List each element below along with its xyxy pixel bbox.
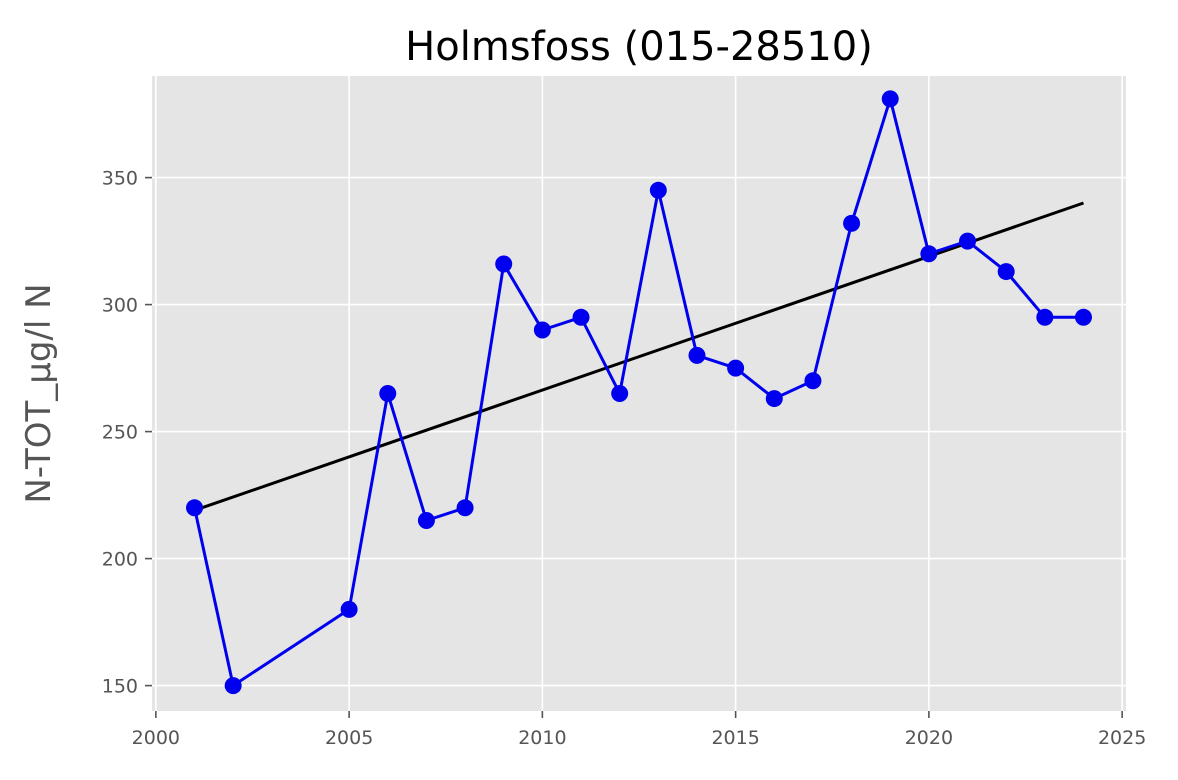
data-point <box>997 263 1015 281</box>
data-series-group <box>186 90 1092 695</box>
y-tick-label: 350 <box>102 168 138 190</box>
data-point <box>843 214 861 232</box>
y-axis-title: N-TOT_µg/l N <box>19 283 59 503</box>
x-tick-label: 2015 <box>711 727 759 749</box>
y-tick-label: 300 <box>102 295 138 317</box>
x-tick-label: 2000 <box>132 727 180 749</box>
data-point <box>765 390 783 408</box>
data-point <box>881 90 899 108</box>
y-tick-label: 200 <box>102 549 138 571</box>
x-tick-label: 2005 <box>325 727 373 749</box>
data-point <box>920 245 938 263</box>
data-point <box>340 600 358 618</box>
axis-ticks: 2000 2005 2010 2015 2020 2025 150 200 250 300 350 <box>102 168 1147 749</box>
series-line <box>193 97 1084 688</box>
plot-background <box>152 76 1126 711</box>
data-point <box>727 359 745 377</box>
data-point <box>611 385 629 402</box>
y-tick-label: 250 <box>102 422 138 444</box>
data-point <box>495 255 513 273</box>
data-point <box>1036 308 1054 326</box>
x-tick-label: 2020 <box>905 727 953 749</box>
y-tick-label: 150 <box>102 676 138 698</box>
data-point <box>533 321 551 339</box>
x-tick-label: 2025 <box>1098 727 1146 749</box>
data-point <box>688 346 706 364</box>
data-point <box>804 372 822 390</box>
data-point <box>572 308 590 326</box>
data-point <box>456 499 474 517</box>
data-point <box>959 232 977 250</box>
data-point <box>1074 308 1092 326</box>
data-point <box>224 677 242 695</box>
chart-title: Holmsfoss (015-28510) <box>405 24 873 70</box>
x-tick-label: 2010 <box>518 727 566 749</box>
data-point <box>417 512 435 529</box>
data-point <box>186 499 204 517</box>
grid-lines <box>152 76 1126 711</box>
data-point <box>379 385 397 402</box>
data-point <box>649 181 667 199</box>
